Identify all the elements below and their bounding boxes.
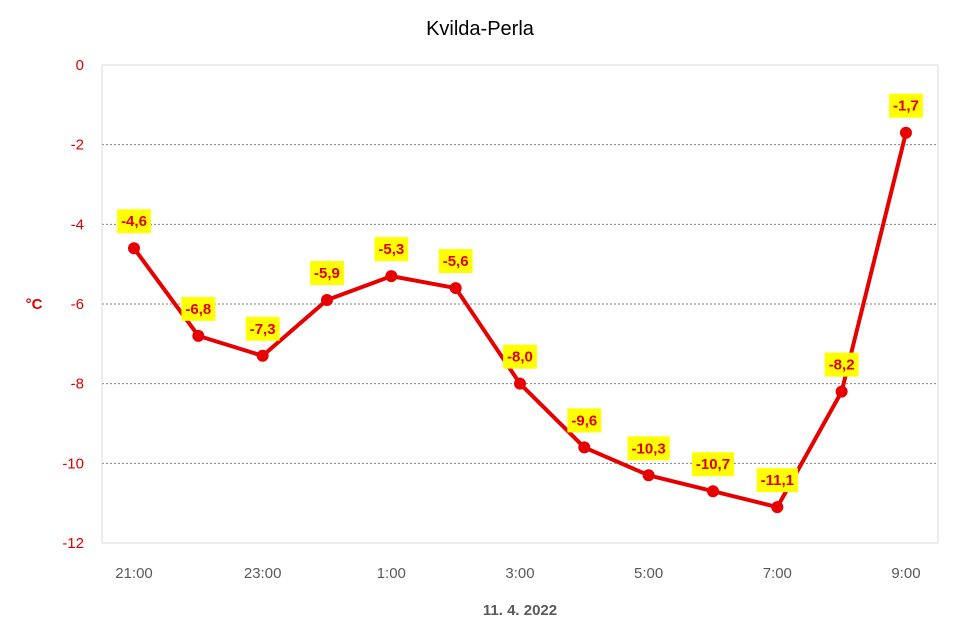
data-label-background xyxy=(567,408,602,433)
chart-title: Kvilda-Perla xyxy=(426,18,535,40)
data-point xyxy=(771,501,784,514)
data-label-text: -10,3 xyxy=(632,440,666,457)
data-point xyxy=(835,385,848,398)
x-tick-label: 23:00 xyxy=(244,565,282,582)
data-label: -7,3 xyxy=(245,316,280,341)
data-point xyxy=(256,349,269,362)
data-label-text: -4,6 xyxy=(121,213,147,230)
x-axis-label: 11. 4. 2022 xyxy=(483,602,557,619)
data-point xyxy=(706,485,719,498)
data-label-text: -6,8 xyxy=(185,301,211,318)
data-label-background xyxy=(691,452,735,477)
data-label: -9,6 xyxy=(567,408,602,433)
data-label-text: -10,7 xyxy=(696,456,730,473)
data-label-background xyxy=(117,209,151,234)
x-tick-label: 7:00 xyxy=(763,565,792,582)
x-tick-label: 3:00 xyxy=(505,565,534,582)
x-tick-label: 5:00 xyxy=(634,565,663,582)
data-label: -8,2 xyxy=(824,352,859,377)
data-label-text: -8,0 xyxy=(507,349,533,366)
data-label-background xyxy=(503,344,537,369)
data-point xyxy=(385,270,398,283)
data-label: -8,0 xyxy=(503,344,537,369)
y-tick-label: -4 xyxy=(71,216,84,233)
data-label: -6,8 xyxy=(181,296,216,321)
x-tick-label: 1:00 xyxy=(377,565,406,582)
data-label-text: -5,6 xyxy=(443,253,469,270)
plot-area-border xyxy=(101,64,939,544)
y-tick-label: -12 xyxy=(62,535,84,552)
data-label: -1,7 xyxy=(889,93,923,118)
data-label: -11,1 xyxy=(756,468,798,493)
y-axis-ticks: 0 -2 -4 -6 -8 -10 -12 xyxy=(62,57,84,552)
data-label-background xyxy=(245,316,280,341)
data-point xyxy=(578,441,591,454)
data-label: -4,6 xyxy=(117,209,151,234)
data-point xyxy=(899,126,912,139)
x-tick-label: 21:00 xyxy=(115,565,153,582)
data-point xyxy=(320,294,333,307)
y-tick-label: -10 xyxy=(62,455,84,472)
data-label: -5,6 xyxy=(438,249,473,274)
data-label-background xyxy=(310,261,344,286)
y-tick-label: -6 xyxy=(71,296,84,313)
data-label-background xyxy=(824,352,859,377)
data-label-background xyxy=(438,249,473,274)
data-points xyxy=(128,126,912,514)
y-axis-label: °C xyxy=(26,296,43,313)
data-point xyxy=(449,282,462,295)
data-label-background xyxy=(374,237,409,262)
data-label-text: -7,3 xyxy=(250,321,276,338)
data-label-text: -5,3 xyxy=(378,241,404,258)
data-point xyxy=(192,329,205,342)
data-point xyxy=(642,469,655,482)
data-label: -5,3 xyxy=(374,237,409,262)
x-axis-ticks: 21:00 23:00 1:00 3:00 5:00 7:00 9:00 xyxy=(115,565,920,582)
data-labels: -4,6 -6,8 -7,3 -5,9 -5,3 -5,6 -8,0 -9,6 -10,3 -10… xyxy=(117,93,923,493)
data-label-text: -9,6 xyxy=(571,412,597,429)
data-label: -10,3 xyxy=(627,436,670,461)
data-label-background xyxy=(889,93,923,118)
data-label-text: -8,2 xyxy=(829,357,855,374)
data-point xyxy=(513,377,526,390)
data-label-background xyxy=(181,296,216,321)
y-tick-label: -8 xyxy=(71,376,84,393)
data-label-background xyxy=(756,468,798,493)
x-tick-label: 9:00 xyxy=(891,565,920,582)
data-label-background xyxy=(627,436,670,461)
y-tick-label: -2 xyxy=(71,137,84,154)
data-label: -5,9 xyxy=(310,261,344,286)
data-label: -10,7 xyxy=(691,452,735,477)
data-point xyxy=(128,242,140,255)
data-label-text: -5,9 xyxy=(314,265,340,282)
data-label-text: -11,1 xyxy=(761,472,794,489)
y-tick-label: 0 xyxy=(76,57,84,74)
data-label-text: -1,7 xyxy=(893,98,919,115)
